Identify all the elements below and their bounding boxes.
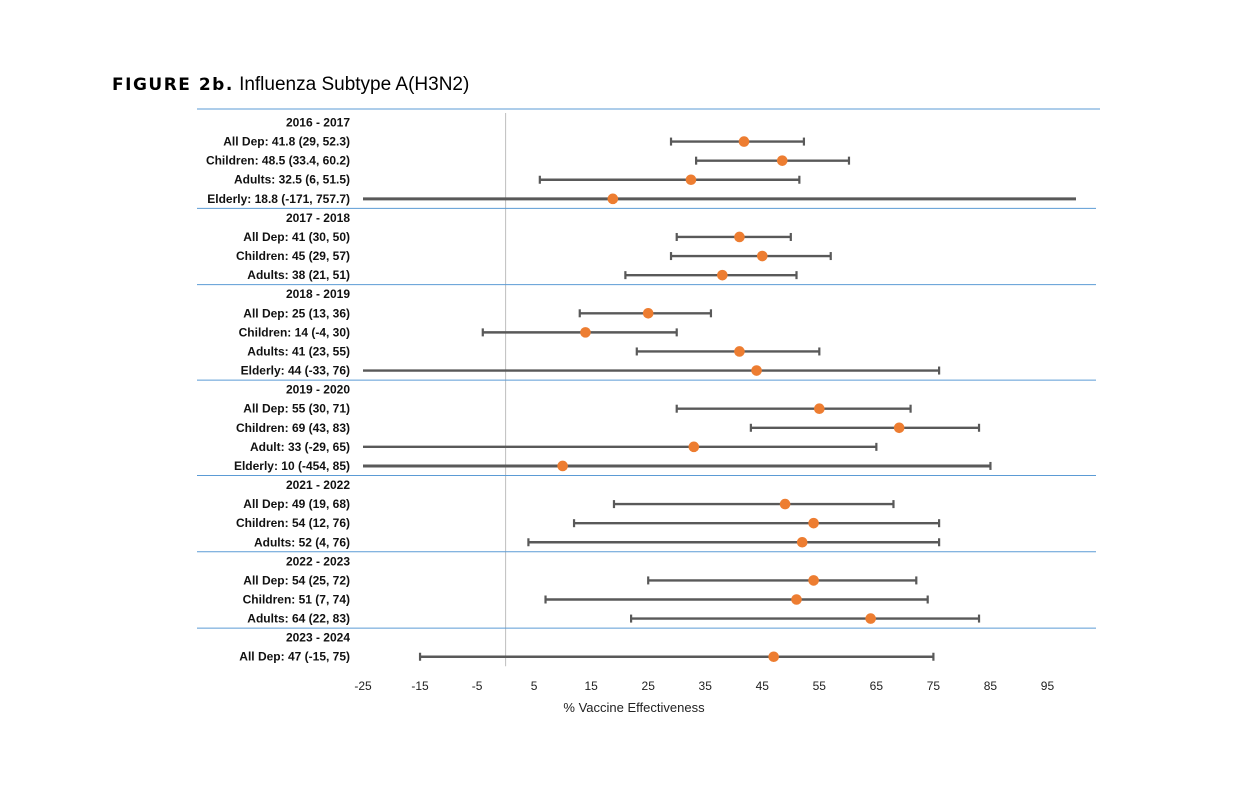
point-estimate [642,308,654,319]
point-estimate [717,269,728,281]
figure-label: FIGURE 2b. [112,75,234,95]
row-label: Adults: 64 (22, 83) [247,612,350,626]
point-estimate [791,594,802,605]
x-tick-label: 25 [642,679,656,693]
row-label: Adults: 52 (4, 76) [254,535,350,549]
row-label: All Dep: 41.8 (29, 52.3) [223,135,350,149]
point-estimate [756,250,768,262]
x-tick-label: -25 [354,679,372,693]
x-axis-title: % Vaccine Effectiveness [563,700,705,715]
season-header: 2023 - 2024 [286,631,350,645]
point-estimate [776,155,788,166]
point-estimate [808,575,819,586]
figure-title: FIGURE 2b. Influenza Subtype A(H3N2) [112,74,469,96]
season-header: 2018 - 2019 [286,287,350,301]
row-label: Elderly: 18.8 (-171, 757.7) [207,192,350,206]
point-estimate [768,651,779,663]
row-label: All Dep: 55 (30, 71) [243,402,350,416]
row-label: All Dep: 25 (13, 36) [243,306,350,320]
x-tick-label: 15 [584,679,598,693]
row-label: Adults: 38 (21, 51) [247,268,350,282]
row-label: All Dep: 41 (30, 50) [243,230,350,244]
row-label: All Dep: 49 (19, 68) [243,497,350,511]
point-estimate [688,441,700,453]
x-tick-label: 65 [870,679,884,693]
x-tick-label: 5 [531,679,538,693]
x-tick-label: 55 [813,679,827,693]
row-label: Elderly: 10 (-454, 85) [234,459,350,473]
x-tick-label: 75 [927,679,941,693]
season-header: 2022 - 2023 [286,554,350,568]
row-label: All Dep: 54 (25, 72) [243,573,350,587]
point-estimate [814,403,825,415]
season-header: 2019 - 2020 [286,383,350,397]
row-label: Children: 48.5 (33.4, 60.2) [206,154,350,168]
figure-subtitle: Influenza Subtype A(H3N2) [239,74,470,95]
row-label: Adult: 33 (-29, 65) [250,440,350,454]
point-estimate [734,231,745,243]
point-estimate [738,136,750,147]
point-estimate [580,327,591,338]
point-estimate [808,517,819,529]
row-label: Children: 14 (-4, 30) [239,325,350,339]
row-label: Elderly: 44 (-33, 76) [241,364,350,378]
row-label: Children: 51 (7, 74) [243,593,350,607]
point-estimate [865,613,876,624]
x-tick-label: 45 [756,679,770,693]
point-estimate [893,422,905,434]
x-tick-label: 85 [984,679,998,693]
season-header: 2016 - 2017 [286,116,350,130]
point-estimate [779,498,791,510]
row-label: Children: 54 (12, 76) [236,516,350,530]
x-tick-label: 35 [699,679,713,693]
row-label: Adults: 32.5 (6, 51.5) [234,173,350,187]
point-estimate [557,460,568,472]
row-label: All Dep: 47 (-15, 75) [239,650,350,664]
x-tick-label: -5 [472,679,483,693]
point-estimate [685,174,697,186]
row-label: Children: 69 (43, 83) [236,421,350,435]
season-header: 2017 - 2018 [286,211,350,225]
point-estimate [607,193,619,205]
point-estimate [796,536,808,548]
point-estimate [734,346,745,357]
row-label: Adults: 41 (23, 55) [247,344,350,358]
row-label: Children: 45 (29, 57) [236,249,350,263]
season-header: 2021 - 2022 [286,478,350,492]
x-tick-label: -15 [411,679,429,693]
point-estimate [751,365,762,376]
x-tick-label: 95 [1041,679,1055,693]
